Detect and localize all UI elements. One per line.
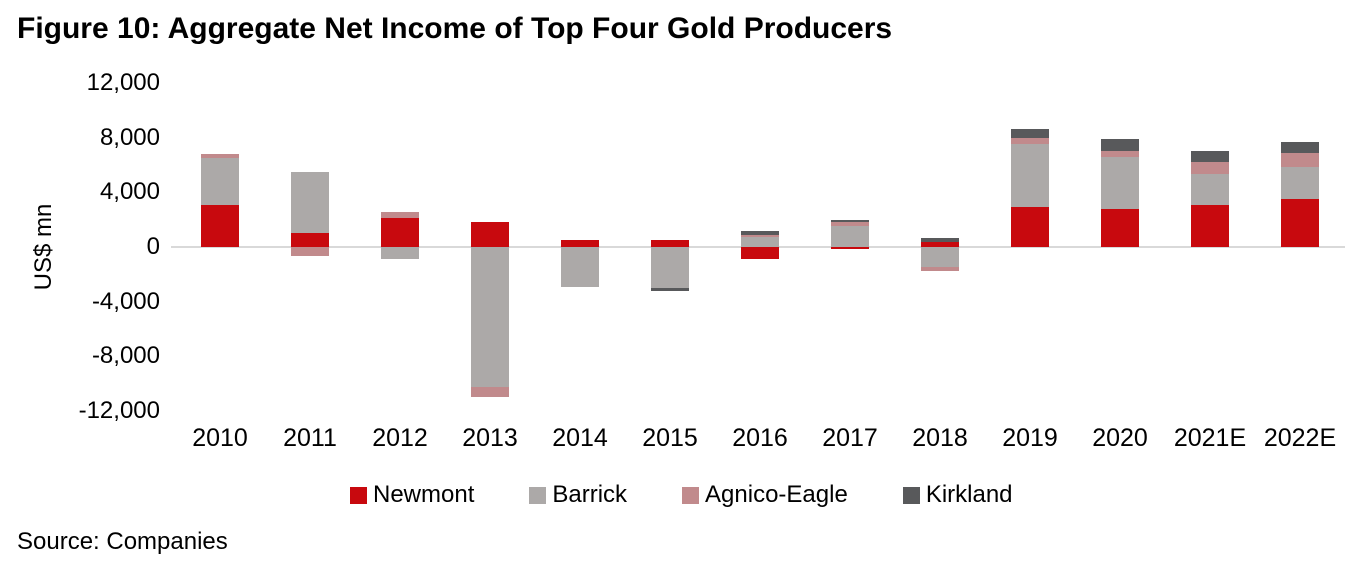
- bar-segment-2013-newmont: [471, 222, 509, 247]
- x-tick-label-2015: 2015: [642, 424, 698, 452]
- bar-segment-2019-newmont: [1011, 207, 1049, 247]
- x-tick-label-2014: 2014: [552, 424, 608, 452]
- x-tick-label-2017: 2017: [822, 424, 878, 452]
- bar-segment-2016-barrick: [741, 236, 779, 247]
- legend-swatch-newmont: [350, 486, 367, 504]
- bar-segment-2018-kirkland: [921, 238, 959, 243]
- bar-segment-2020-agnico-eagle: [1101, 151, 1139, 158]
- bar-segment-2010-barrick: [201, 158, 239, 205]
- y-tick-label-0: 0: [146, 233, 160, 260]
- x-tick-label-2018: 2018: [912, 424, 968, 452]
- legend: Newmont Barrick Agnico-Eagle Kirkland: [350, 481, 1013, 509]
- bar-segment-2017-kirkland: [831, 219, 869, 223]
- bar-segment-2018-agnico-eagle: [921, 266, 959, 271]
- bar-segment-2010-agnico-eagle: [201, 154, 239, 159]
- bar-segment-2020-kirkland: [1101, 138, 1139, 152]
- legend-label-kirkland: Kirkland: [925, 481, 1013, 508]
- bar-segment-2016-newmont: [741, 247, 779, 259]
- bar-segment-2021E-newmont: [1191, 204, 1229, 247]
- legend-item-newmont: Newmont: [350, 481, 474, 509]
- bar-segment-2015-kirkland: [651, 288, 689, 292]
- bar-segment-2011-newmont: [291, 233, 329, 247]
- page-title: Figure 10: Aggregate Net Income of Top F…: [17, 12, 893, 45]
- bar-segment-2018-barrick: [921, 247, 959, 267]
- x-tick-label-2016: 2016: [732, 424, 788, 452]
- bar-segment-2022E-barrick: [1281, 167, 1319, 200]
- bar-segment-2011-agnico-eagle: [291, 247, 329, 256]
- bar-segment-2019-agnico-eagle: [1011, 137, 1049, 144]
- y-tick-label-4000: 4,000: [99, 178, 160, 206]
- y-tick-label--4000: -4,000: [91, 287, 160, 315]
- x-tick-label-2011: 2011: [283, 424, 337, 452]
- bar-segment-2012-newmont: [381, 218, 419, 247]
- bar-segment-2012-barrick: [381, 247, 419, 259]
- legend-label-newmont: Newmont: [373, 481, 475, 508]
- bar-segment-2022E-kirkland: [1281, 141, 1319, 154]
- y-tick-label--8000: -8,000: [91, 342, 160, 370]
- legend-label-barrick: Barrick: [552, 481, 628, 508]
- source-note: Source: Companies: [17, 528, 228, 555]
- x-tick-label-2021E: 2021E: [1173, 424, 1247, 452]
- bar-segment-2019-kirkland: [1011, 129, 1049, 138]
- x-tick-label-2013: 2013: [462, 424, 518, 452]
- x-tick-label-2010: 2010: [192, 424, 248, 452]
- x-tick-label-2019: 2019: [1002, 424, 1058, 452]
- legend-swatch-kirkland: [902, 486, 920, 504]
- y-tick-label-12000: 12,000: [86, 68, 160, 96]
- x-tick-label-2012: 2012: [372, 424, 428, 452]
- bar-segment-2017-newmont: [831, 247, 869, 250]
- bar-segment-2015-barrick: [651, 247, 689, 289]
- legend-item-kirkland: Kirkland: [902, 481, 1013, 509]
- bar-segment-2018-newmont: [921, 242, 959, 247]
- bar-segment-2020-barrick: [1101, 157, 1139, 209]
- bar-segment-2021E-barrick: [1191, 173, 1229, 205]
- bar-segment-2021E-agnico-eagle: [1191, 162, 1229, 174]
- bar-segment-2011-barrick: [291, 171, 329, 234]
- bar-segment-2012-agnico-eagle: [381, 212, 419, 219]
- bar-segment-2021E-kirkland: [1191, 151, 1229, 163]
- legend-label-agnico-eagle: Agnico-Eagle: [705, 481, 848, 508]
- y-tick-label--12000: -12,000: [78, 397, 160, 425]
- legend-swatch-agnico-eagle: [682, 486, 700, 504]
- bar-segment-2013-agnico-eagle: [471, 387, 509, 397]
- bar-segment-2013-barrick: [471, 247, 509, 388]
- bar-segment-2022E-newmont: [1281, 199, 1319, 247]
- bar-segment-2017-barrick: [831, 225, 869, 247]
- x-tick-label-2020: 2020: [1092, 424, 1148, 452]
- y-tick-label-8000: 8,000: [99, 123, 160, 151]
- bar-segment-2017-agnico-eagle: [831, 222, 869, 226]
- bar-segment-2020-newmont: [1101, 208, 1139, 247]
- x-tick-label-2022E: 2022E: [1263, 424, 1337, 452]
- bar-segment-2022E-agnico-eagle: [1281, 153, 1319, 167]
- bar-segment-2015-newmont: [651, 240, 689, 247]
- bar-segment-2014-newmont: [561, 240, 599, 247]
- bar-segment-2014-barrick: [561, 247, 599, 288]
- bar-segment-2016-agnico-eagle: [741, 234, 779, 237]
- legend-item-agnico-eagle: Agnico-Eagle: [682, 481, 848, 509]
- bar-segment-2010-newmont: [201, 204, 239, 247]
- legend-swatch-barrick: [529, 486, 547, 504]
- legend-item-barrick: Barrick: [529, 481, 627, 509]
- bar-segment-2016-kirkland: [741, 231, 779, 235]
- bar-segment-2019-barrick: [1011, 143, 1049, 208]
